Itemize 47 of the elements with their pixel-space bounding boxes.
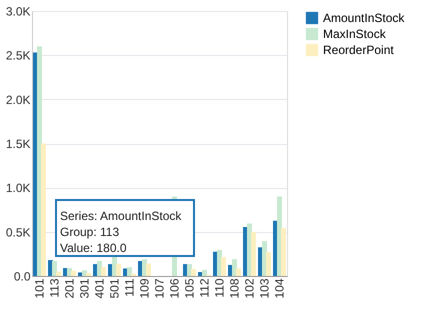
x-tick-label: 201 xyxy=(62,278,76,299)
x-tick-label: 501 xyxy=(108,278,122,299)
bar xyxy=(236,268,241,276)
x-tick-label: 112 xyxy=(198,278,212,298)
x-tick-label: 110 xyxy=(212,278,226,298)
x-tick-label: 106 xyxy=(168,278,182,299)
bar xyxy=(281,228,286,276)
bar xyxy=(101,267,106,276)
x-tick-label: 401 xyxy=(92,278,106,299)
annotation: Series: AmountInStock xyxy=(60,209,182,223)
bar xyxy=(251,232,256,276)
bar xyxy=(202,270,207,276)
y-tick-label: 3.0K xyxy=(6,4,30,18)
bar xyxy=(52,260,57,276)
y-tick-label: 2.0K xyxy=(6,92,30,107)
x-tick-label: 105 xyxy=(182,278,196,299)
bar xyxy=(191,268,196,276)
bar xyxy=(266,252,271,276)
annotation: Group: 113 xyxy=(60,225,120,239)
x-tick-label: 113 xyxy=(48,278,62,298)
y-tick-label: 0.5K xyxy=(6,225,30,240)
y-tick-label: 1.5K xyxy=(6,137,30,151)
y-tick-label: 1.0K xyxy=(6,181,30,196)
x-tick-label: 109 xyxy=(138,278,152,299)
bar xyxy=(221,257,226,276)
bar xyxy=(56,272,61,276)
x-tick-label: 104 xyxy=(272,278,286,299)
x-tick-label: 102 xyxy=(242,278,256,299)
x-tick-label: 108 xyxy=(228,278,242,299)
y-tick-label: 2.5K xyxy=(6,48,30,63)
bar xyxy=(146,264,151,276)
legend-label: ReorderPoint xyxy=(323,43,394,57)
bar xyxy=(116,264,121,276)
bar xyxy=(41,144,46,276)
x-tick-label: 107 xyxy=(152,278,166,299)
bar xyxy=(232,259,237,276)
x-tick-label: 301 xyxy=(78,278,92,299)
x-tick-label: 111 xyxy=(122,278,136,297)
x-tick-label: 101 xyxy=(32,278,46,299)
legend-label: AmountInStock xyxy=(323,11,406,25)
legend-label: MaxInStock xyxy=(323,27,387,41)
annotation: Value: 180.0 xyxy=(60,241,127,255)
x-tick-label: 103 xyxy=(258,278,272,299)
bar xyxy=(127,267,132,276)
bar xyxy=(71,270,76,276)
bar xyxy=(86,272,91,276)
y-tick-label: 0.0 xyxy=(14,270,31,284)
